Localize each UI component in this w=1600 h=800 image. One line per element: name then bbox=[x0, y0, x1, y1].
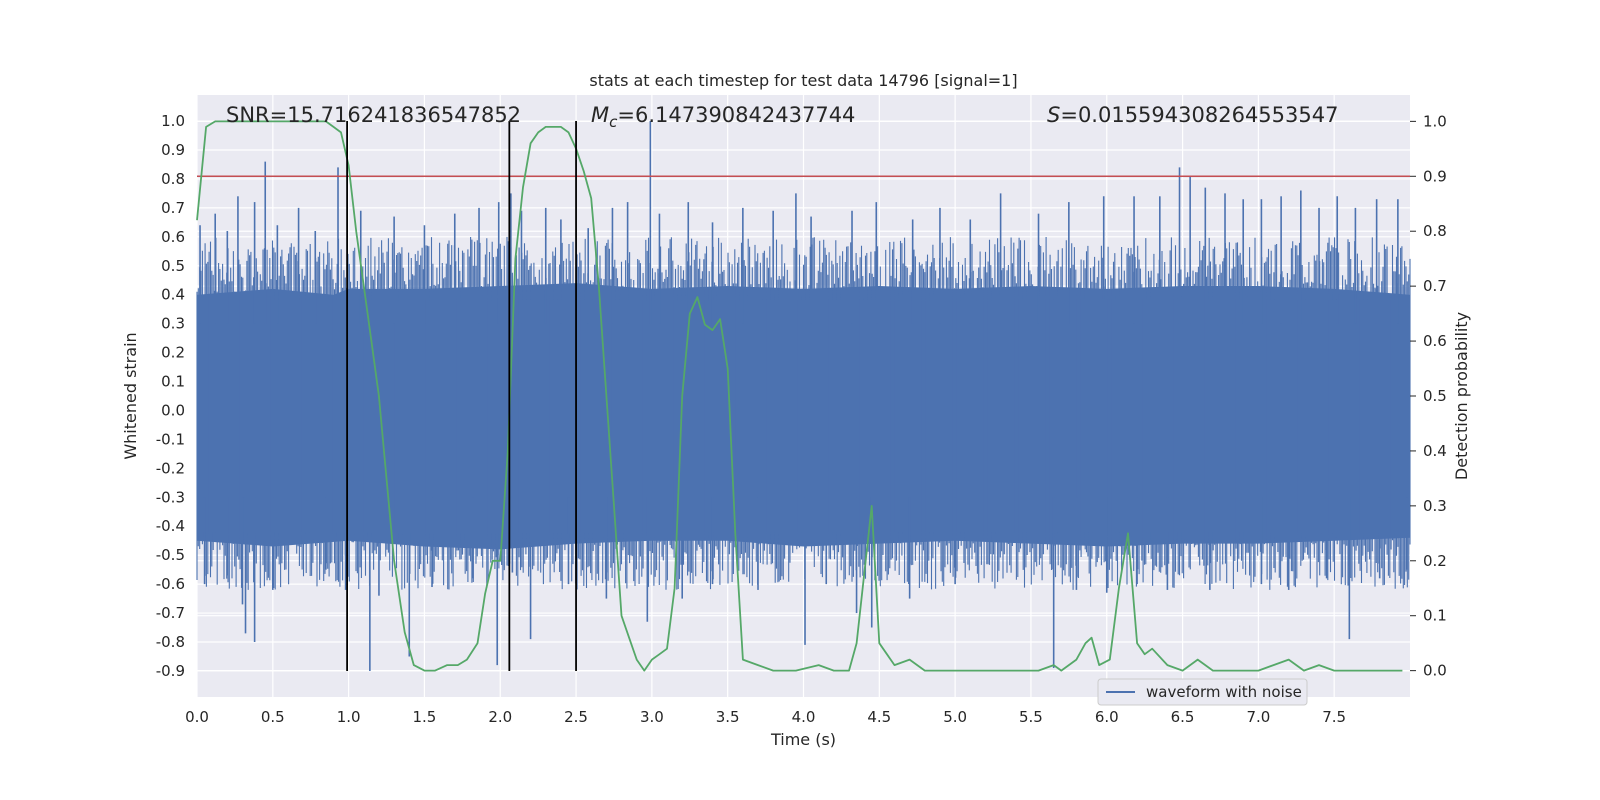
y-tick-label: 0.5 bbox=[161, 257, 185, 275]
x-tick-label: 4.0 bbox=[792, 708, 816, 726]
y2-axis-label: Detection probability bbox=[1452, 312, 1471, 480]
x-tick-label: 1.5 bbox=[413, 708, 437, 726]
x-tick-label: 6.5 bbox=[1171, 708, 1195, 726]
y-tick-label: -0.6 bbox=[156, 575, 185, 593]
chirp-mass-annotation: Mc=6.147390842437744 bbox=[591, 103, 855, 131]
probability-line bbox=[196, 120, 1403, 672]
y-tick-label: 0.4 bbox=[161, 286, 185, 304]
x-tick-label: 2.0 bbox=[488, 708, 512, 726]
y2-tick-label: 0.5 bbox=[1423, 387, 1447, 405]
y-tick-label: 0.8 bbox=[161, 170, 185, 188]
snr-annotation: SNR=15.716241836547852 bbox=[226, 103, 521, 127]
x-tick-label: 0.5 bbox=[261, 708, 285, 726]
y2-tick-label: 0.9 bbox=[1423, 167, 1447, 185]
x-tick-label: 4.5 bbox=[867, 708, 891, 726]
x-tick-label: 0.0 bbox=[185, 708, 209, 726]
y-tick-label: -0.7 bbox=[156, 604, 185, 622]
legend-box bbox=[1097, 678, 1308, 706]
waveform-series bbox=[196, 121, 1411, 671]
x-tick-label: 1.0 bbox=[337, 708, 361, 726]
x-tick-label: 2.5 bbox=[564, 708, 588, 726]
y2-tick-label: 0.0 bbox=[1423, 662, 1447, 680]
legend: waveform with noise bbox=[1097, 678, 1308, 706]
y-tick-label: -0.3 bbox=[156, 488, 185, 506]
x-tick-label: 7.0 bbox=[1246, 708, 1270, 726]
y2-tick-label: 0.6 bbox=[1423, 332, 1447, 350]
probability-series bbox=[196, 120, 1410, 672]
y-tick-label: 0.2 bbox=[161, 344, 185, 362]
y2-tick-label: 0.4 bbox=[1423, 442, 1447, 460]
x-tick-label: 6.0 bbox=[1095, 708, 1119, 726]
y2-tick-label: 0.8 bbox=[1423, 222, 1447, 240]
s-value: =0.015594308264553547 bbox=[1060, 103, 1338, 127]
y-tick-label: 0.1 bbox=[161, 373, 185, 391]
y-tick-label: -0.8 bbox=[156, 633, 185, 651]
y2-tick-label: 0.7 bbox=[1423, 277, 1447, 295]
waveform-trace bbox=[196, 236, 1411, 590]
y-tick-label: 0.3 bbox=[161, 315, 185, 333]
x-tick-label: 3.0 bbox=[640, 708, 664, 726]
y2-tick-label: 0.3 bbox=[1423, 497, 1447, 515]
y-tick-label: -0.9 bbox=[156, 662, 185, 680]
x-tick-label: 5.5 bbox=[1019, 708, 1043, 726]
vertical-markers bbox=[346, 121, 577, 671]
x-tick-label: 5.0 bbox=[943, 708, 967, 726]
y-axis-label: Whitened strain bbox=[121, 332, 140, 459]
chirp-mass-symbol: M bbox=[591, 103, 609, 127]
legend-label: waveform with noise bbox=[1146, 683, 1302, 701]
y2-tick-label: 1.0 bbox=[1423, 112, 1447, 130]
chirp-mass-value: =6.147390842437744 bbox=[617, 103, 855, 127]
axis-ticks: 0.0 0.5 1.0 1.5 2.0 2.5 3.0 3.5 4.0 4.5 5.0 5.5 6.0 6… bbox=[156, 112, 1447, 726]
y-tick-label: -0.1 bbox=[156, 430, 185, 448]
y-tick-label: 0.6 bbox=[161, 228, 185, 246]
y-tick-label: 0.9 bbox=[161, 141, 185, 159]
y2-tick-label: 0.1 bbox=[1423, 607, 1447, 625]
y2-tick-label: 0.2 bbox=[1423, 552, 1447, 570]
s-symbol: S bbox=[1047, 103, 1060, 127]
chirp-mass-subscript: c bbox=[609, 113, 618, 131]
x-tick-label: 7.5 bbox=[1322, 708, 1346, 726]
s-annotation: S=0.015594308264553547 bbox=[1047, 103, 1338, 127]
y-tick-label: -0.4 bbox=[156, 517, 185, 535]
y-tick-label: 0.7 bbox=[161, 199, 185, 217]
y-tick-label: -0.2 bbox=[156, 459, 185, 477]
x-tick-label: 3.5 bbox=[716, 708, 740, 726]
chart-title: stats at each timestep for test data 147… bbox=[589, 71, 1017, 90]
x-axis-label: Time (s) bbox=[770, 730, 836, 749]
y-tick-label: -0.5 bbox=[156, 546, 185, 564]
y-tick-label: 0.0 bbox=[161, 401, 185, 419]
y-tick-label: 1.0 bbox=[161, 112, 185, 130]
